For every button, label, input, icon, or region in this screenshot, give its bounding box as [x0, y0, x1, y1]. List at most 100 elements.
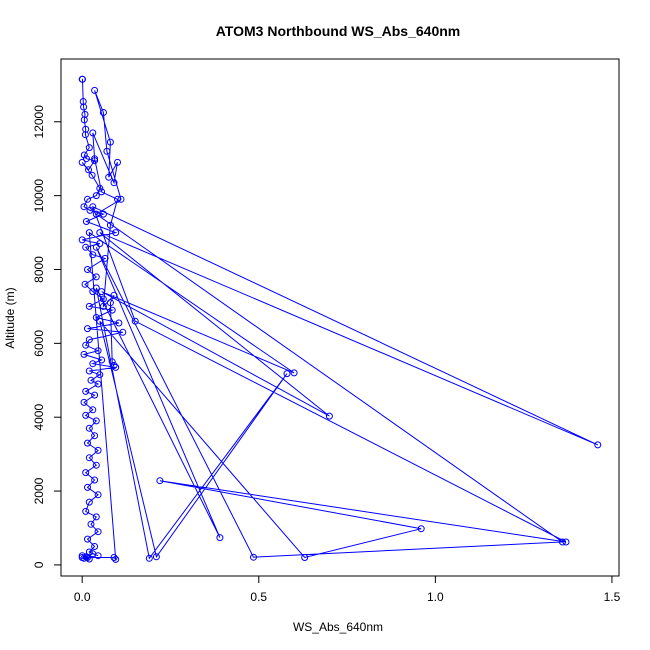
- data-point: [96, 371, 104, 379]
- data-point: [96, 240, 104, 248]
- data-point: [92, 243, 100, 251]
- data-point: [283, 370, 291, 378]
- data-point: [80, 203, 88, 211]
- data-point: [417, 525, 425, 533]
- data-point: [79, 75, 86, 83]
- data-point: [96, 184, 104, 192]
- data-point: [250, 553, 257, 561]
- y-tick-label: 12000: [32, 105, 46, 139]
- data-point: [89, 406, 97, 414]
- x-tick-label: 0.0: [74, 590, 91, 604]
- data-point: [216, 534, 224, 542]
- data-point: [94, 446, 102, 454]
- data-point: [85, 424, 93, 432]
- data-point: [78, 158, 86, 166]
- data-point: [112, 555, 120, 563]
- series-line: [81, 78, 599, 561]
- chart-title: ATOM3 Northbound WS_Abs_640nm: [216, 23, 461, 39]
- data-point: [85, 166, 92, 174]
- data-point: [115, 319, 123, 327]
- data-point: [96, 317, 104, 325]
- data-point: [80, 103, 88, 111]
- data-point: [106, 138, 114, 146]
- data-point: [101, 254, 109, 262]
- data-point: [80, 398, 88, 406]
- y-tick-label: 6000: [32, 330, 46, 357]
- data-point: [82, 341, 90, 349]
- data-point: [82, 243, 90, 251]
- data-point: [85, 302, 93, 310]
- data-point: [82, 387, 90, 395]
- data-point: [84, 195, 91, 203]
- data-point: [85, 144, 93, 152]
- data-point: [85, 454, 93, 462]
- data-point: [78, 236, 86, 244]
- data-point: [82, 507, 90, 515]
- data-point: [559, 538, 566, 546]
- data-point: [114, 195, 121, 203]
- data-point: [88, 171, 96, 179]
- data-point: [85, 336, 93, 344]
- data-point: [89, 129, 97, 137]
- data-point: [99, 210, 107, 218]
- data-point: [594, 441, 602, 449]
- data-point: [105, 173, 113, 181]
- data-point: [81, 131, 89, 139]
- data-point: [99, 109, 107, 116]
- data-point: [84, 554, 91, 561]
- data-point: [92, 314, 100, 321]
- data-point: [85, 229, 93, 237]
- data-point: [98, 188, 106, 196]
- data-point: [117, 195, 125, 203]
- data-point: [106, 299, 114, 307]
- data-point: [108, 358, 116, 366]
- data-point: [114, 158, 121, 166]
- data-point: [92, 513, 100, 521]
- data-point: [87, 376, 95, 384]
- x-axis-label: WS_Abs_640nm: [293, 620, 383, 634]
- data-point: [91, 86, 99, 94]
- data-point: [91, 543, 99, 550]
- data-point: [110, 179, 118, 187]
- data-point: [110, 291, 118, 299]
- data-point: [110, 554, 118, 561]
- data-point: [82, 155, 90, 163]
- data-point: [562, 538, 570, 546]
- plot-frame: [60, 58, 620, 577]
- data-point: [91, 155, 99, 163]
- y-tick-label: 8000: [32, 256, 46, 283]
- x-tick-label: 1.5: [604, 590, 621, 604]
- data-point: [112, 363, 120, 371]
- data-point: [80, 350, 88, 358]
- data-point: [91, 391, 99, 399]
- data-point: [92, 273, 100, 281]
- y-tick-label: 0: [32, 561, 46, 568]
- data-point: [85, 367, 93, 375]
- data-point: [84, 325, 91, 333]
- data-point: [99, 302, 107, 310]
- data-point: [92, 461, 100, 469]
- data-point: [92, 192, 100, 200]
- data-point: [94, 380, 102, 388]
- data-point: [98, 356, 106, 364]
- y-axis: 0 2000 4000 6000 8000 10000 12000: [32, 105, 62, 568]
- x-tick-label: 1.0: [427, 590, 444, 604]
- data-point: [112, 229, 120, 237]
- y-tick-label: 4000: [32, 404, 46, 431]
- data-point: [110, 362, 118, 369]
- y-tick-label: 2000: [32, 477, 46, 504]
- data-point: [91, 432, 99, 440]
- data-point: [87, 520, 95, 528]
- data-point: [119, 328, 127, 336]
- data-point: [92, 284, 100, 292]
- data-point: [94, 528, 102, 536]
- data-point: [290, 369, 298, 377]
- data-point: [94, 491, 102, 499]
- data-point: [103, 147, 111, 155]
- data-point: [94, 347, 102, 355]
- data-point: [91, 476, 99, 484]
- data-point: [301, 554, 309, 561]
- data-point: [84, 483, 91, 491]
- data-point: [89, 251, 97, 259]
